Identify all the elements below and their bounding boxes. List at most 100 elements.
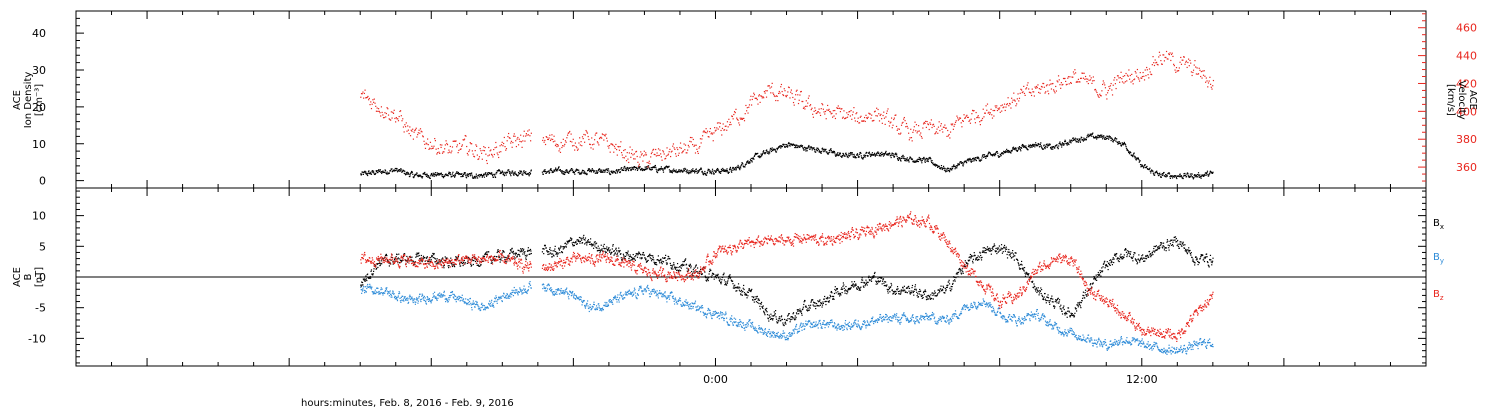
velocity-series-point [472, 150, 473, 151]
velocity-series-point [1209, 80, 1210, 81]
ion-density-series-point [510, 174, 511, 175]
bx-series-point [566, 247, 567, 248]
velocity-series-point [847, 117, 848, 118]
ion-density-series-point [581, 171, 582, 172]
velocity-series-point [390, 120, 391, 121]
velocity-series-point [480, 150, 481, 151]
bx-series-point [782, 322, 783, 323]
velocity-series-point [1095, 89, 1096, 90]
ion-density-series-point [848, 153, 849, 154]
bx-series-point [362, 282, 363, 283]
bx-series-point [746, 294, 747, 295]
velocity-series-point [636, 151, 637, 152]
velocity-series-point [643, 155, 644, 156]
velocity-series-point [409, 133, 410, 134]
velocity-series-point [897, 130, 898, 131]
ion-density-series-point [880, 153, 881, 154]
bx-series-point [531, 253, 532, 254]
ion-density-series-point [1088, 134, 1089, 135]
bx-series-point [583, 237, 584, 238]
velocity-series-point [584, 142, 585, 143]
velocity-series-point [1170, 60, 1171, 61]
bx-series-point [593, 243, 594, 244]
velocity-series-point [789, 97, 790, 98]
ion-density-series-point [1138, 158, 1139, 159]
bx-series-point [843, 284, 844, 285]
bx-series-point [751, 289, 752, 290]
ion-density-series-point [1196, 175, 1197, 176]
velocity-series-point [1118, 75, 1119, 76]
velocity-series-point [488, 147, 489, 148]
velocity-series-point [369, 98, 370, 99]
velocity-series-point [1136, 76, 1137, 77]
velocity-series-point [374, 99, 375, 100]
bx-series-point [898, 291, 899, 292]
ion-density-series-point [570, 169, 571, 170]
ion-density-series-point [575, 171, 576, 172]
bx-series-point [696, 264, 697, 265]
ion-density-series-point [903, 156, 904, 157]
ion-density-series-point [493, 177, 494, 178]
velocity-series-point [994, 110, 995, 111]
ion-density-series-point [730, 169, 731, 170]
ion-density-series-point [548, 170, 549, 171]
ion-density-series-point [585, 173, 586, 174]
bx-series-point [679, 270, 680, 271]
bx-series-point [553, 255, 554, 256]
bx-series-point [522, 253, 523, 254]
velocity-series-point [834, 110, 835, 111]
bx-series-point [370, 278, 371, 279]
bx-series-point [574, 245, 575, 246]
ion-density-series-point [604, 171, 605, 172]
velocity-series-point [979, 121, 980, 122]
velocity-series-point [1159, 52, 1160, 53]
left-tick-label: 10 [32, 138, 46, 151]
velocity-series-point [927, 121, 928, 122]
bx-series-point [522, 248, 523, 249]
bx-series-point [766, 311, 767, 312]
ion-density-series-point [487, 173, 488, 174]
velocity-series-point [1138, 77, 1139, 78]
velocity-series-point [501, 144, 502, 145]
bx-series-point [914, 291, 915, 292]
velocity-series-point [1015, 100, 1016, 101]
ion-density-series-point [705, 173, 706, 174]
bx-series-point [962, 268, 963, 269]
ion-density-series-point [544, 169, 545, 170]
bx-series-point [815, 308, 816, 309]
velocity-series-point [1104, 84, 1105, 85]
velocity-series-point [1058, 75, 1059, 76]
ion-density-series-point [801, 145, 802, 146]
ion-density-series-point [557, 169, 558, 170]
velocity-series-point [804, 107, 805, 108]
bx-series-point [1006, 247, 1007, 248]
velocity-series-point [392, 112, 393, 113]
velocity-series-point [808, 98, 809, 99]
velocity-series-point [917, 131, 918, 132]
bx-series-point [929, 296, 930, 297]
ion-density-series-point [1030, 147, 1031, 148]
velocity-series-point [673, 143, 674, 144]
ion-density-series-point [790, 145, 791, 146]
bx-series-point [608, 248, 609, 249]
bx-series-point [674, 264, 675, 265]
velocity-series-point [1090, 79, 1091, 80]
ion-density-series-point [625, 168, 626, 169]
ion-density-series-point [1086, 137, 1087, 138]
ion-density-series-point [1064, 140, 1065, 141]
ion-density-series-point [657, 172, 658, 173]
velocity-series-point [552, 139, 553, 140]
velocity-series-point [1059, 84, 1060, 85]
bx-series-point [960, 269, 961, 270]
bx-series-point [635, 255, 636, 256]
ion-density-series-point [433, 173, 434, 174]
bx-series-point [851, 281, 852, 282]
velocity-series-point [1157, 64, 1158, 65]
ion-density-series-point [949, 171, 950, 172]
bx-series-point [821, 306, 822, 307]
velocity-series-point [424, 144, 425, 145]
ion-density-series-point [1206, 172, 1207, 173]
bx-series-point [1018, 263, 1019, 264]
ion-density-series-point [747, 160, 748, 161]
bx-series-point [850, 287, 851, 288]
